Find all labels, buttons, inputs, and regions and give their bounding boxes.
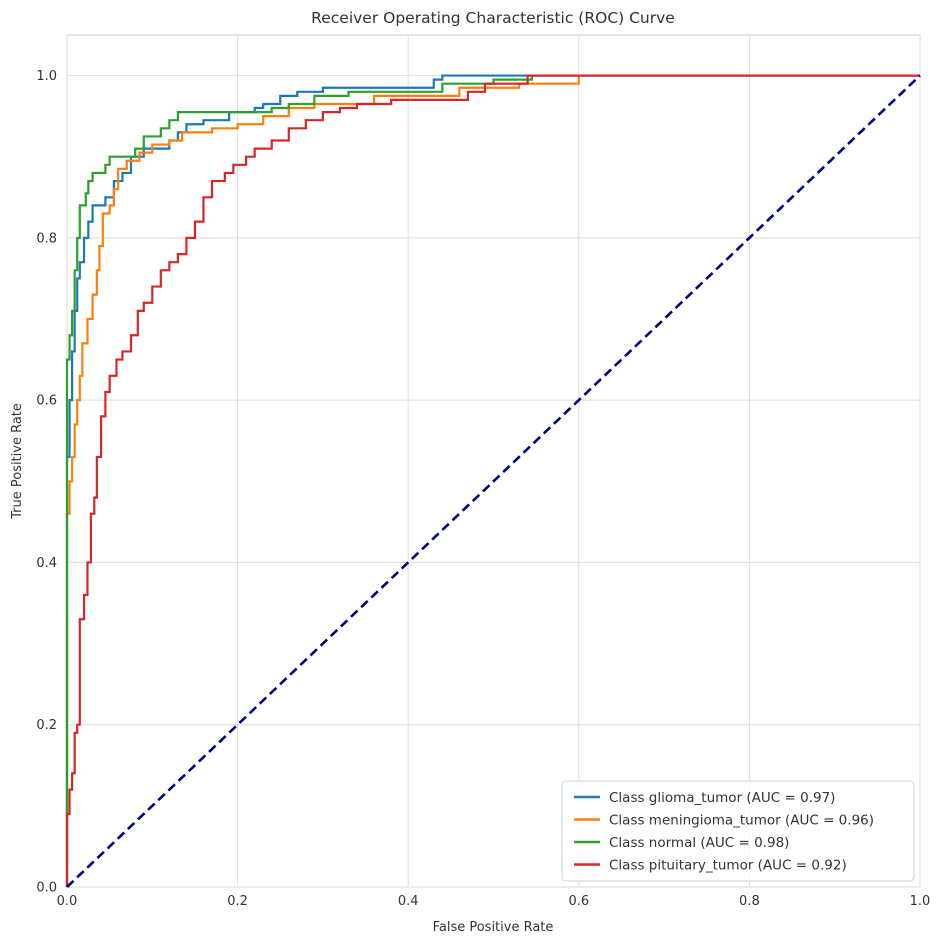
x-tick-label: 0.6 [568, 894, 589, 909]
y-tick-label: 0.0 [36, 881, 57, 896]
y-tick-label: 0.4 [36, 556, 57, 571]
x-tick-label: 0.8 [739, 894, 760, 909]
y-tick-label: 0.6 [36, 394, 57, 409]
series-line-1 [65, 74, 920, 887]
legend-entry-label: Class normal (AUC = 0.98) [609, 835, 789, 851]
series-line-3 [65, 74, 920, 887]
grid-lines [66, 35, 921, 888]
x-tick-label: 0.4 [398, 894, 419, 909]
plot-area [66, 34, 921, 888]
y-tick-label: 1.0 [36, 69, 57, 84]
x-tick-label: 0.2 [227, 894, 248, 909]
y-tick-label: 0.2 [36, 718, 57, 733]
series-line-2 [65, 74, 920, 887]
series-layer [65, 74, 921, 888]
tick-labels: 0.0 0.2 0.4 0.6 0.8 1.0 0.0 0.2 0.4 0.6 0.8 1.0 [36, 69, 930, 909]
series-line-0 [65, 74, 920, 887]
x-tick-label: 1.0 [910, 894, 931, 909]
legend-entry-label: Class pituitary_tumor (AUC = 0.92) [609, 858, 847, 874]
y-axis-label: True Positive Rate [10, 403, 25, 520]
x-tick-label: 0.0 [57, 894, 78, 909]
legend-box [561, 780, 915, 882]
legend-entry-label: Class glioma_tumor (AUC = 0.97) [609, 790, 835, 806]
chart-title: Receiver Operating Characteristic (ROC) … [311, 9, 675, 27]
chance-diagonal-line [66, 74, 921, 888]
y-tick-label: 0.8 [36, 231, 57, 246]
x-axis-label: False Positive Rate [433, 920, 554, 935]
legend-entry-label: Class meningioma_tumor (AUC = 0.96) [609, 813, 874, 829]
legend: Class glioma_tumor (AUC = 0.97) Class men… [561, 780, 915, 882]
